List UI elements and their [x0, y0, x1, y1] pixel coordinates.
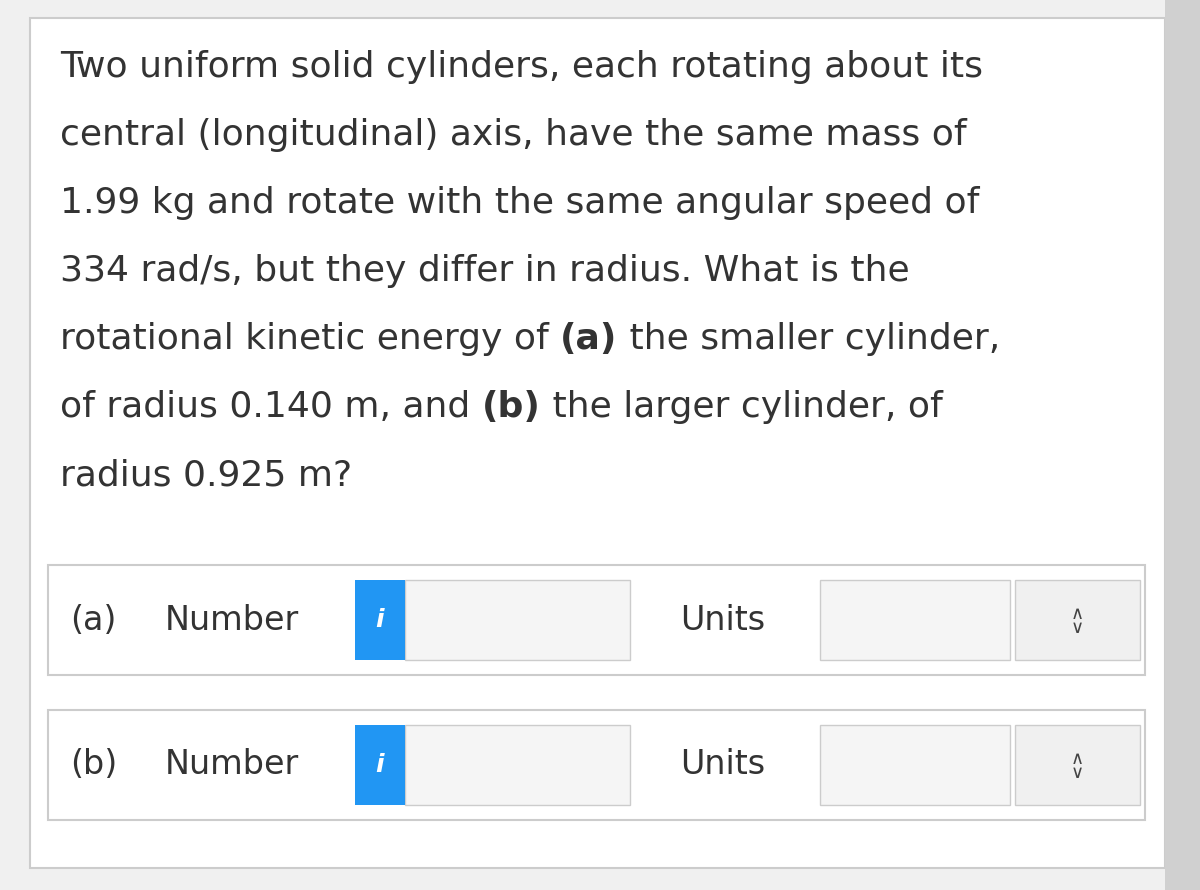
Bar: [355, 725, 406, 805]
Text: ∨: ∨: [1070, 619, 1084, 637]
Bar: [1015, 580, 1140, 659]
Text: (a): (a): [560, 322, 618, 356]
Text: Number: Number: [166, 748, 299, 781]
Text: rotational kinetic energy of: rotational kinetic energy of: [60, 322, 560, 356]
Bar: [820, 580, 1010, 659]
Bar: [48, 710, 1145, 820]
Bar: [1015, 725, 1140, 805]
Bar: [406, 580, 630, 659]
Text: Two uniform solid cylinders, each rotating about its: Two uniform solid cylinders, each rotati…: [60, 50, 983, 84]
Text: the larger cylinder, of: the larger cylinder, of: [541, 390, 942, 424]
Text: Number: Number: [166, 603, 299, 636]
Text: central (longitudinal) axis, have the same mass of: central (longitudinal) axis, have the sa…: [60, 118, 967, 152]
Bar: [48, 565, 1145, 675]
Text: ∨: ∨: [1070, 764, 1084, 782]
Text: (b): (b): [481, 390, 541, 424]
Bar: [355, 580, 406, 659]
Text: Units: Units: [680, 603, 766, 636]
Text: (a): (a): [70, 603, 116, 636]
Text: (b): (b): [70, 748, 118, 781]
Bar: [1165, 0, 1200, 890]
Text: 334 rad/s, but they differ in radius. What is the: 334 rad/s, but they differ in radius. Wh…: [60, 254, 910, 288]
Text: i: i: [376, 753, 384, 777]
Text: ∧: ∧: [1070, 750, 1084, 768]
Text: radius 0.925 m?: radius 0.925 m?: [60, 458, 352, 492]
Text: of radius 0.140 m, and: of radius 0.140 m, and: [60, 390, 481, 424]
Bar: [406, 725, 630, 805]
Bar: [820, 725, 1010, 805]
Text: ∧: ∧: [1070, 605, 1084, 623]
Text: Units: Units: [680, 748, 766, 781]
Text: the smaller cylinder,: the smaller cylinder,: [618, 322, 1000, 356]
Text: 1.99 kg and rotate with the same angular speed of: 1.99 kg and rotate with the same angular…: [60, 186, 979, 220]
Text: i: i: [376, 608, 384, 632]
